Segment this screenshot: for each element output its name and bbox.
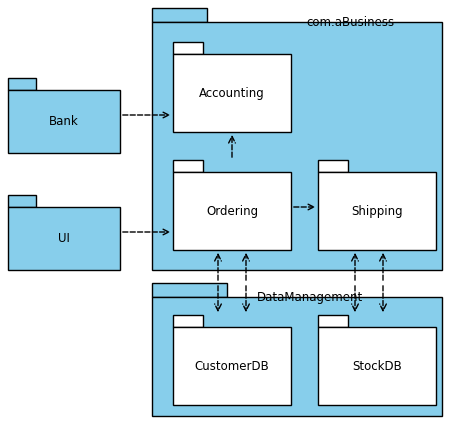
Text: CustomerDB: CustomerDB xyxy=(195,360,269,372)
Polygon shape xyxy=(318,327,436,405)
Text: DataManagement: DataManagement xyxy=(257,292,363,304)
Polygon shape xyxy=(8,78,36,90)
Text: Bank: Bank xyxy=(49,115,79,128)
Polygon shape xyxy=(173,54,291,132)
Polygon shape xyxy=(173,327,291,405)
Polygon shape xyxy=(318,315,348,327)
Polygon shape xyxy=(173,160,203,172)
Polygon shape xyxy=(173,172,291,250)
Polygon shape xyxy=(8,195,36,207)
Text: UI: UI xyxy=(58,232,70,245)
Text: StockDB: StockDB xyxy=(352,360,402,372)
Polygon shape xyxy=(173,42,203,54)
Text: Ordering: Ordering xyxy=(206,204,258,218)
Polygon shape xyxy=(152,297,442,416)
Polygon shape xyxy=(318,160,348,172)
Polygon shape xyxy=(8,207,120,270)
Text: Shipping: Shipping xyxy=(351,204,403,218)
Polygon shape xyxy=(152,22,442,270)
Polygon shape xyxy=(152,8,207,22)
Polygon shape xyxy=(152,283,227,297)
Polygon shape xyxy=(318,172,436,250)
Polygon shape xyxy=(173,315,203,327)
Polygon shape xyxy=(8,90,120,153)
Text: Accounting: Accounting xyxy=(199,87,265,99)
Text: com.aBusiness: com.aBusiness xyxy=(306,15,394,28)
